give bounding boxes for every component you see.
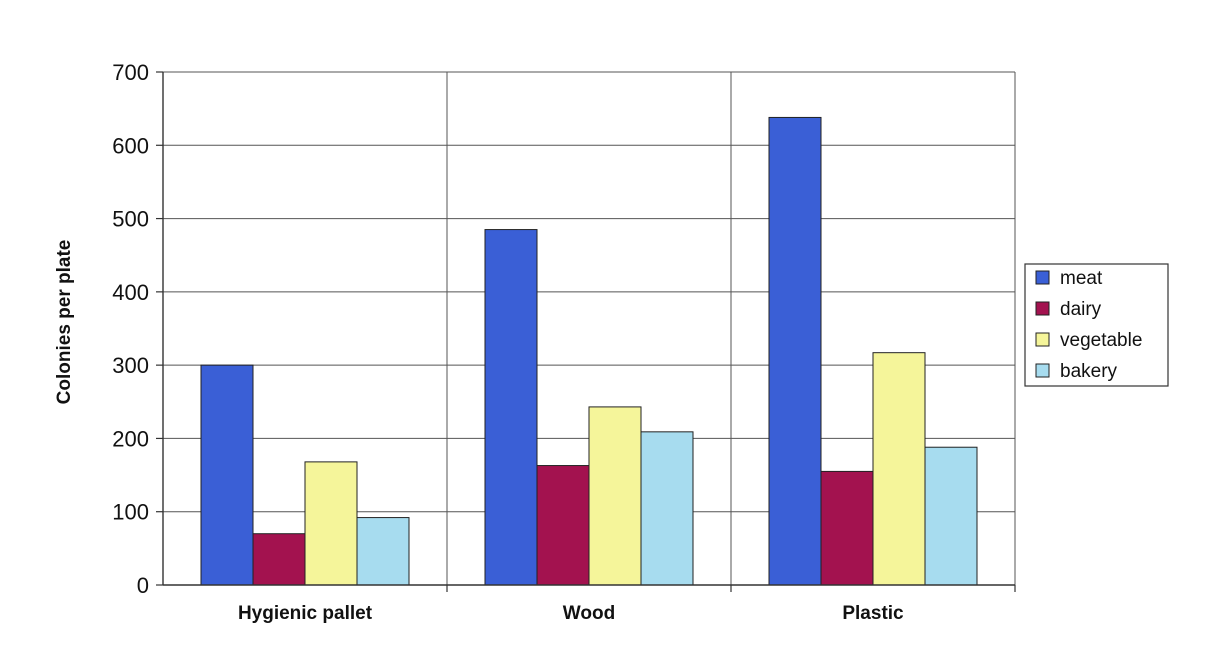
legend-swatch	[1035, 301, 1050, 316]
bar-bakery	[640, 431, 694, 586]
axes	[156, 71, 1016, 592]
bar-meat	[200, 364, 254, 586]
legend-label: meat	[1060, 268, 1103, 289]
category-labels: Hygienic pallet Wood Plastic	[238, 603, 904, 624]
x-category-label: Plastic	[842, 603, 904, 624]
legend-swatch	[1035, 270, 1050, 285]
gridlines	[163, 71, 1015, 513]
y-tick-label: 400	[112, 280, 149, 305]
bar-vegetable	[588, 406, 642, 586]
bar-meat	[484, 229, 538, 586]
x-category-label: Wood	[563, 603, 615, 624]
legend-items: meat dairy vegetable bakery	[1035, 268, 1142, 382]
legend-label: dairy	[1060, 299, 1102, 320]
y-tick-label: 700	[112, 60, 149, 85]
y-tick-label: 500	[112, 207, 149, 232]
y-tick-label: 0	[137, 573, 149, 598]
legend-label: bakery	[1060, 361, 1118, 382]
legend-swatch	[1035, 363, 1050, 378]
y-tick-label: 300	[112, 353, 149, 378]
y-tick-labels: 0 100 200 300 400 500 600 700	[112, 60, 149, 598]
legend: meat dairy vegetable bakery	[1024, 263, 1169, 387]
y-tick-label: 200	[112, 426, 149, 451]
legend-swatch	[1035, 332, 1050, 347]
y-tick-label: 100	[112, 500, 149, 525]
x-category-label: Hygienic pallet	[238, 603, 373, 624]
bar-bakery	[356, 517, 410, 586]
bar-dairy	[536, 465, 590, 586]
bar-vegetable	[872, 352, 926, 586]
bar-vegetable	[304, 461, 358, 586]
y-axis-title: Colonies per plate	[54, 240, 75, 405]
legend-label: vegetable	[1060, 330, 1142, 351]
category-separators	[446, 72, 1016, 585]
bar-dairy	[820, 470, 874, 586]
bar-dairy	[252, 533, 306, 586]
bar-bakery	[924, 446, 978, 586]
y-tick-label: 600	[112, 133, 149, 158]
bars	[200, 116, 978, 586]
bar-meat	[768, 116, 822, 586]
